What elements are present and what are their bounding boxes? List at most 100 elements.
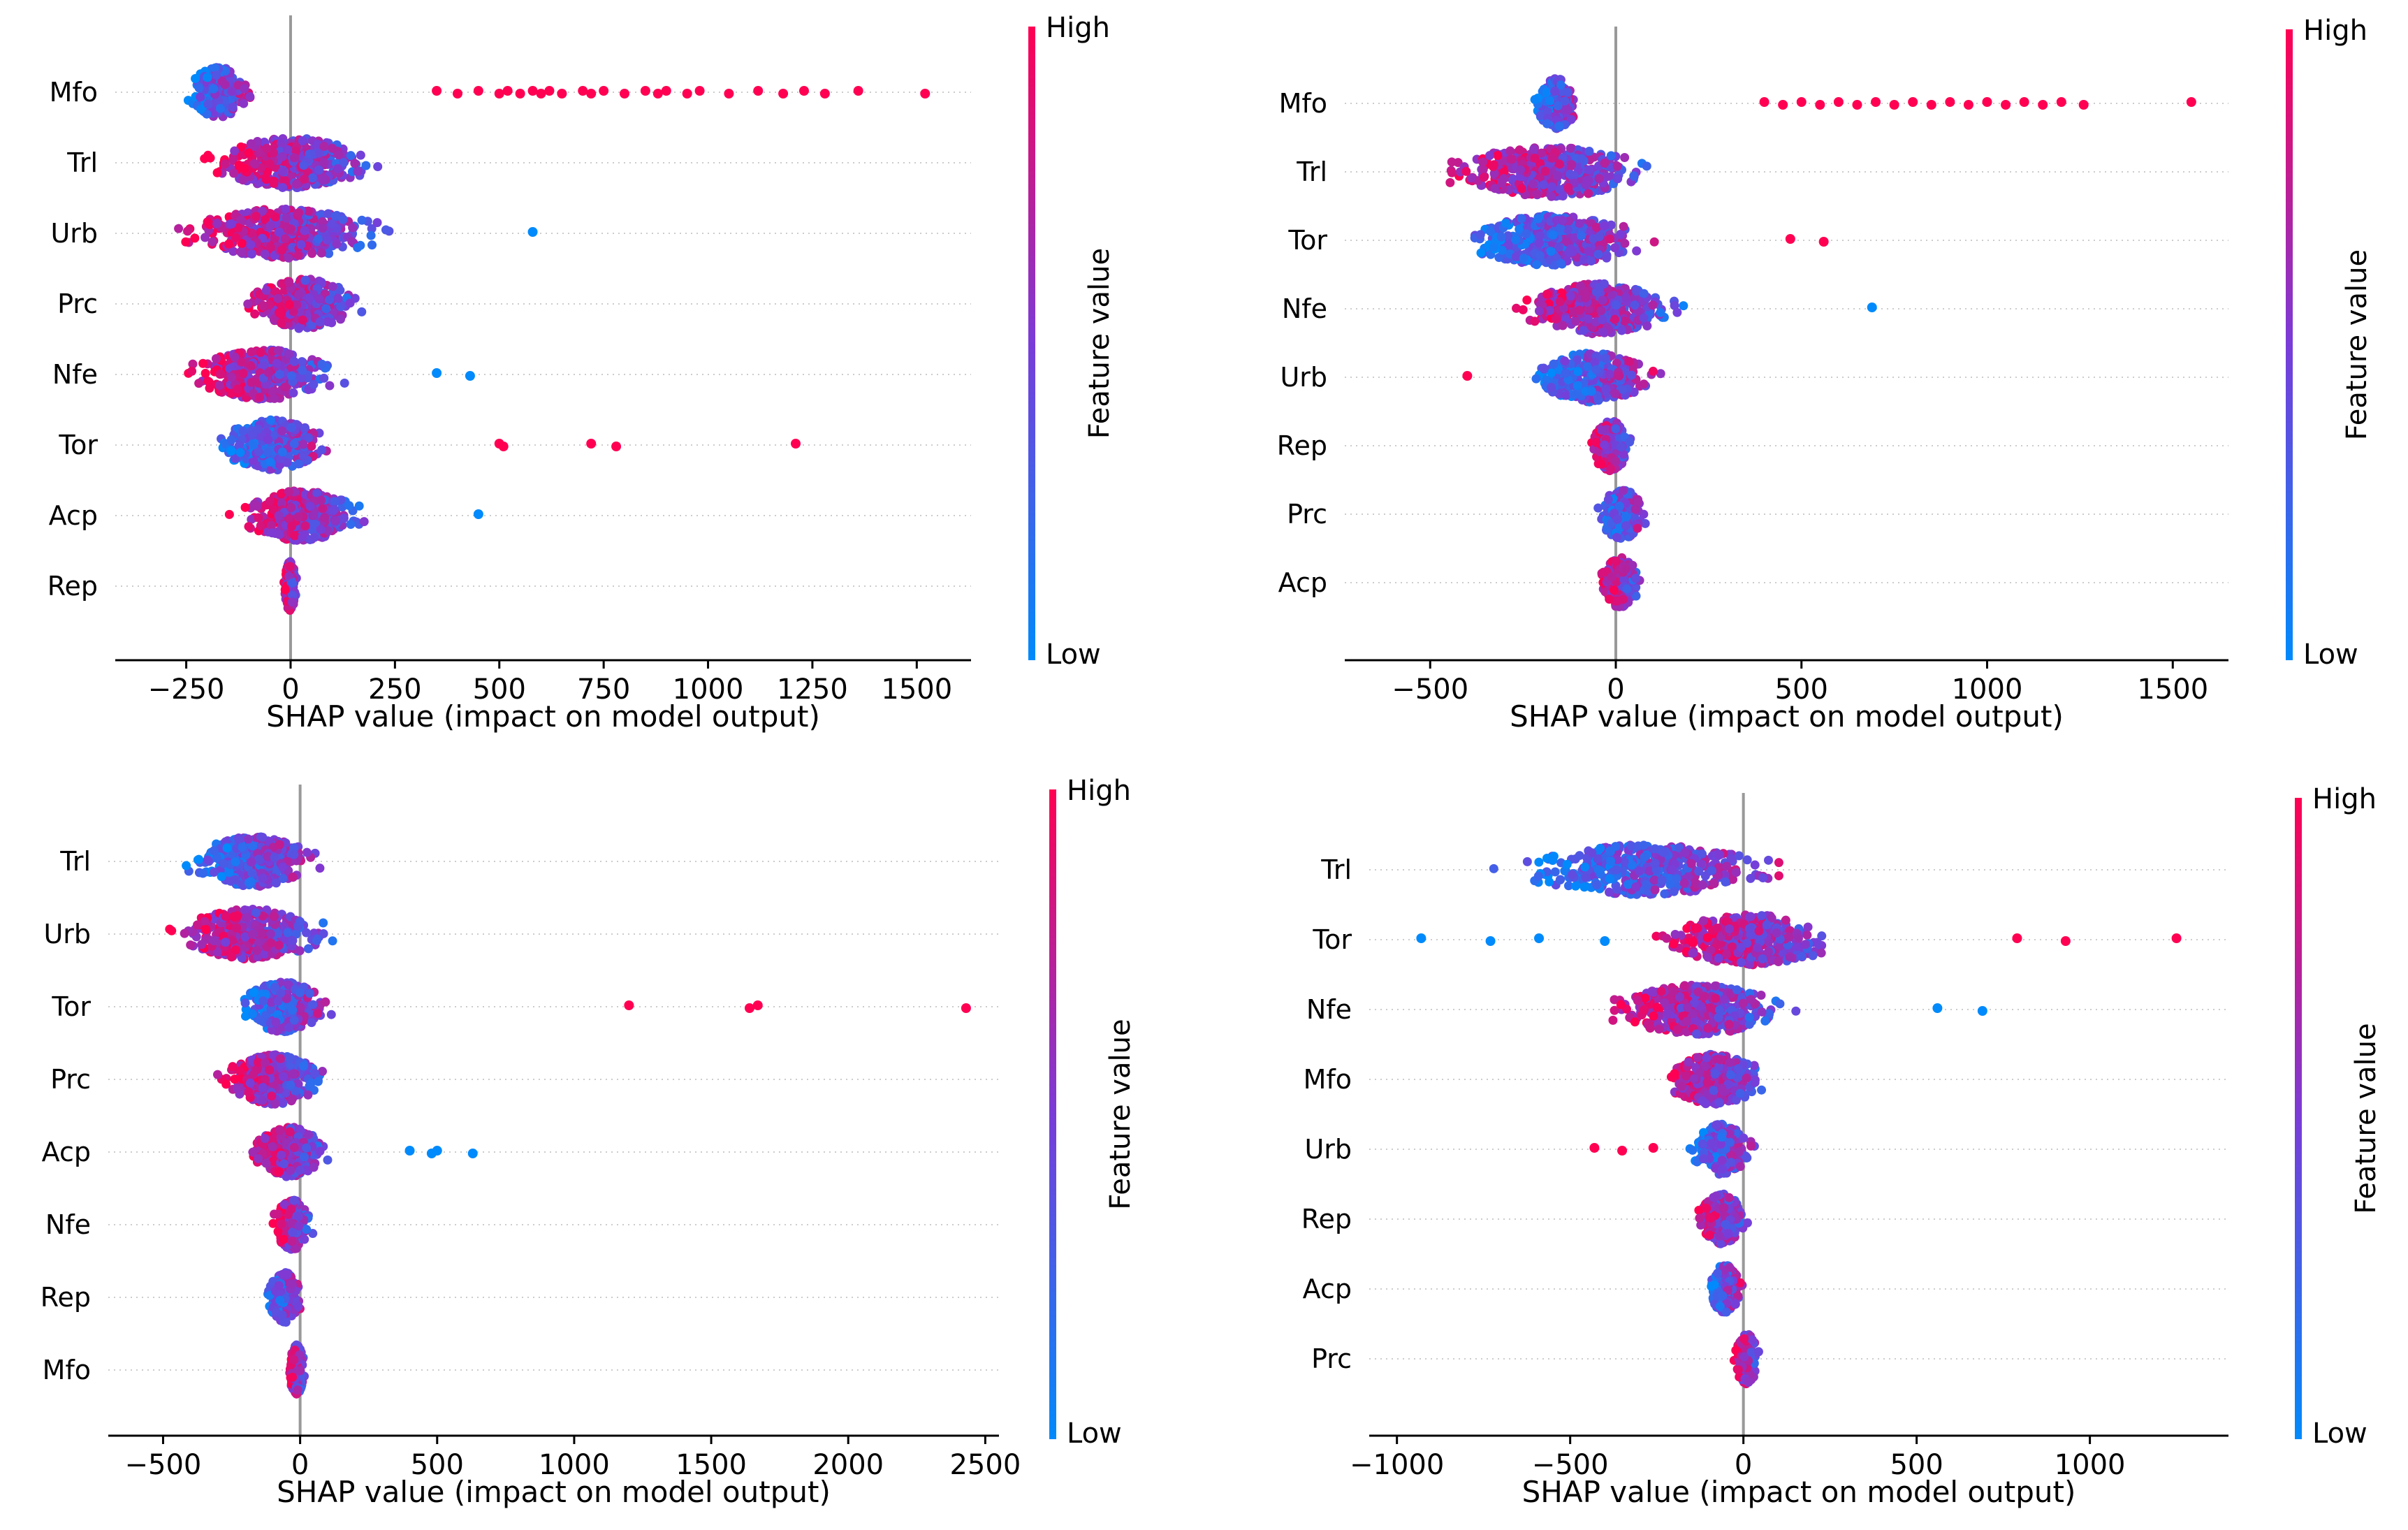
shap-point	[226, 435, 236, 445]
shap-point	[255, 393, 265, 402]
shap-point	[1547, 191, 1556, 201]
shap-point	[315, 317, 325, 327]
shap-point	[284, 253, 293, 263]
colorbar-high-label: High	[2303, 15, 2367, 47]
shap-point-outlier	[1926, 100, 1936, 110]
shap-point	[231, 233, 241, 242]
shap-point	[1621, 521, 1630, 531]
shap-point	[305, 502, 315, 511]
shap-point	[220, 159, 230, 169]
shap-point-outlier	[2038, 100, 2048, 110]
shap-point-outlier	[527, 86, 538, 96]
shap-point	[339, 158, 349, 168]
shap-point	[1530, 316, 1540, 326]
shap-point	[1606, 464, 1616, 474]
shap-point	[234, 160, 244, 170]
shap-point	[220, 80, 230, 89]
shap-point	[1597, 425, 1607, 435]
shap-point-outlier	[432, 368, 442, 378]
shap-point	[1507, 154, 1517, 164]
shap-point	[1542, 289, 1552, 299]
shap-point	[205, 220, 214, 230]
shap-point	[350, 159, 360, 168]
shap-point	[359, 517, 369, 527]
shap-point	[1596, 306, 1606, 316]
shap-point	[1639, 289, 1649, 298]
shap-point	[261, 214, 270, 224]
shap-point	[1594, 232, 1604, 242]
shap-point	[316, 248, 326, 258]
shap-point	[357, 215, 367, 225]
shap-point	[323, 235, 333, 245]
shap-point	[211, 354, 221, 363]
shap-point	[250, 309, 260, 319]
shap-point	[273, 293, 283, 303]
shap-point	[203, 73, 212, 82]
feature-label-mfo: Mfo	[50, 77, 98, 108]
shap-point	[194, 379, 204, 388]
x-tick-label: 1500	[2137, 673, 2208, 706]
shap-point	[1563, 87, 1573, 97]
shap-point	[324, 249, 334, 258]
shap-point	[1547, 182, 1556, 191]
shap-point	[289, 356, 299, 366]
shap-point	[244, 522, 254, 532]
shap-point	[1522, 296, 1532, 305]
shap-point	[1553, 170, 1563, 180]
shap-point	[1563, 183, 1573, 193]
shap-point	[1610, 388, 1620, 398]
shap-point	[330, 516, 340, 525]
shap-point	[381, 225, 391, 235]
shap-point	[318, 217, 328, 226]
shap-point	[238, 175, 248, 185]
shap-point	[247, 377, 256, 387]
shap-point	[1447, 168, 1457, 177]
shap-point	[1591, 365, 1601, 374]
points-trl	[1445, 143, 1651, 201]
shap-point	[1573, 367, 1583, 377]
shap-point	[292, 180, 302, 189]
shap-point	[236, 247, 246, 257]
shap-point	[280, 234, 290, 244]
shap-point	[1639, 379, 1649, 389]
shap-point	[298, 136, 307, 146]
shap-point	[318, 224, 328, 233]
colorbar-low-label: Low	[2303, 639, 2358, 671]
shap-point	[357, 307, 367, 316]
shap-point	[1530, 153, 1540, 163]
shap-point	[1617, 442, 1626, 452]
shap-point	[1618, 385, 1628, 395]
shap-point	[373, 161, 383, 171]
shap-point	[1590, 358, 1600, 367]
shap-point	[1617, 326, 1626, 335]
shap-point	[1610, 243, 1620, 253]
shap-point	[174, 224, 184, 233]
shap-point-outlier	[724, 89, 734, 99]
shap-point	[280, 585, 290, 595]
shap-point	[1563, 105, 1573, 115]
shap-point	[269, 179, 279, 189]
shap-point	[300, 275, 310, 285]
shap-point	[330, 211, 340, 221]
shap-point	[338, 214, 348, 224]
shap-point	[224, 239, 234, 249]
shap-point	[1620, 153, 1630, 163]
shap-point	[300, 226, 309, 235]
shap-point-outlier	[791, 439, 801, 449]
shap-point	[367, 240, 377, 250]
shap-point	[1577, 154, 1586, 163]
shap-point	[286, 224, 295, 234]
feature-label-trl: Trl	[59, 846, 91, 877]
shap-point-outlier	[1818, 237, 1829, 247]
shap-point	[1612, 514, 1622, 524]
shap-point-outlier	[586, 89, 597, 99]
shap-point	[1611, 556, 1621, 566]
shap-point	[270, 393, 279, 403]
shap-point	[245, 92, 255, 101]
shap-point-outlier	[494, 89, 504, 99]
shap-point	[1532, 260, 1542, 270]
shap-point-outlier	[527, 227, 538, 237]
shap-point-outlier	[578, 86, 588, 96]
